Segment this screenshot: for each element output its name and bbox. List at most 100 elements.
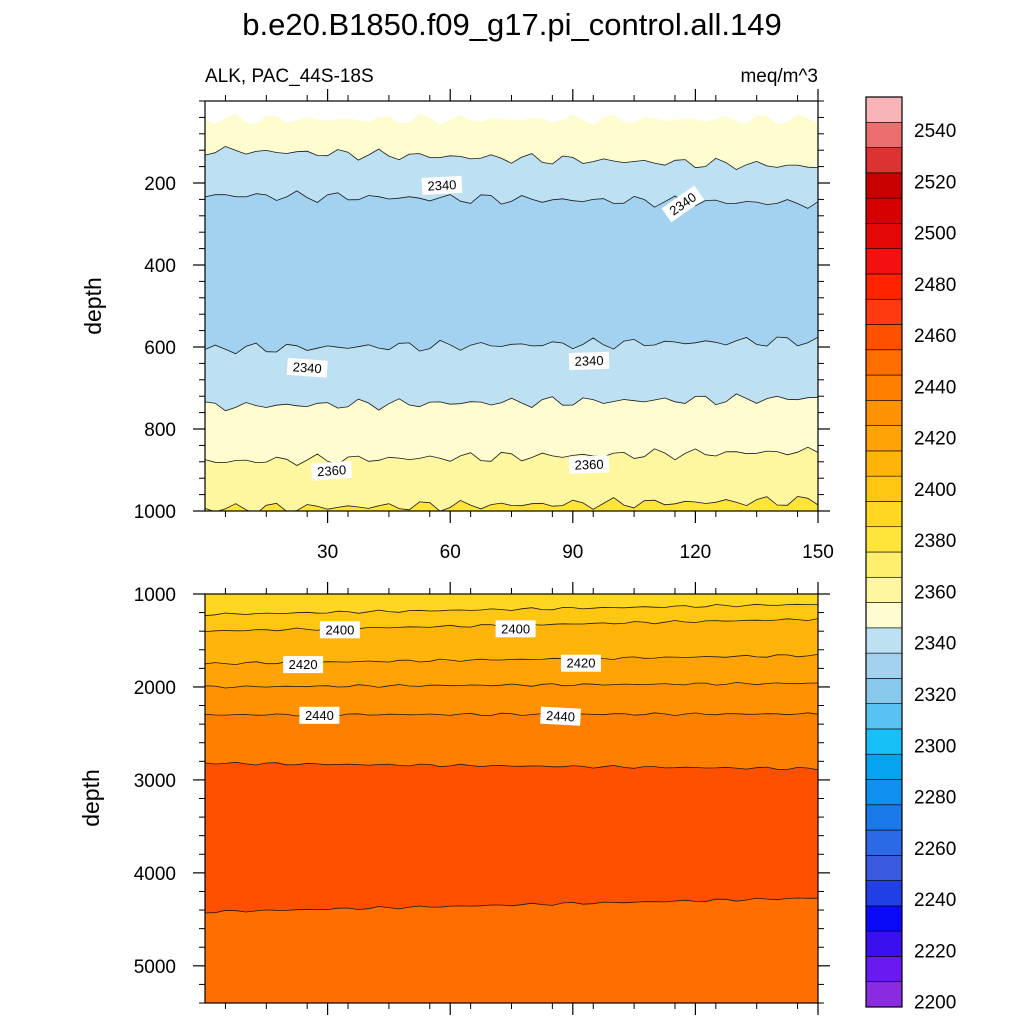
colorbar-swatch: [865, 728, 903, 755]
top-y-tick-label: 400: [144, 256, 176, 277]
top-contour-line-3: [205, 393, 818, 412]
bot-band-7: [205, 898, 818, 1003]
colorbar-label: 2280: [914, 788, 956, 809]
bot-contour-label-text-4: 2440: [305, 708, 334, 723]
top-contour-line-1: [205, 190, 818, 209]
bot-contour-line-6: [205, 897, 818, 914]
colorbar-label: 2340: [914, 634, 956, 655]
colorbar-swatch: [865, 121, 903, 148]
colorbar-swatch: [865, 627, 903, 654]
colorbar-swatch: [865, 349, 903, 376]
top-contour-line-4: [205, 446, 818, 466]
chart-subtitle-right: meq/m^3: [740, 66, 818, 87]
top-contour-label-4: 2360: [311, 460, 353, 481]
colorbar-label: 2440: [914, 377, 956, 398]
colorbar-swatch: [865, 981, 903, 1008]
colorbar-swatch: [865, 374, 903, 401]
bot-contour-label-text-2: 2420: [289, 657, 318, 672]
bot-contour-line-3: [205, 681, 818, 689]
colorbar-label: 2260: [914, 839, 956, 860]
colorbar-label: 2360: [914, 583, 956, 604]
colorbar-label: 2420: [914, 429, 956, 450]
top-x-tick-label: 90: [562, 542, 583, 563]
top-contour-line-5: [205, 495, 818, 511]
top-x-tick-label: 150: [802, 542, 834, 563]
lower-y-axis-title: depth: [78, 769, 104, 827]
bot-contour-label-3: 2420: [561, 654, 601, 672]
top-y-tick-label: 200: [144, 174, 176, 195]
bot-y-tick-label: 4000: [134, 864, 176, 885]
colorbar-label: 2300: [914, 736, 956, 757]
top-contour-label-0: 2340: [421, 175, 463, 195]
bot-contour-line-0: [205, 603, 818, 617]
colorbar-swatch: [865, 880, 903, 907]
top-contour-label-5: 2360: [568, 455, 610, 474]
top-contour-label-2: 2340: [286, 357, 328, 378]
bot-band-6: [205, 762, 818, 913]
colorbar-swatch: [865, 804, 903, 831]
colorbar-swatch: [865, 678, 903, 704]
colorbar-frame: [865, 96, 903, 1008]
colorbar-swatch: [865, 223, 903, 249]
colorbar-swatch: [865, 501, 903, 528]
bot-contour-label-0: 2400: [319, 621, 360, 639]
colorbar-swatch: [865, 551, 903, 578]
colorbar-label: 2200: [914, 993, 956, 1014]
colorbar-swatch: [865, 298, 903, 325]
top-contour-line-0: [205, 145, 818, 171]
colorbar-swatch: [865, 248, 903, 275]
colorbar-label: 2480: [914, 275, 956, 296]
colorbar-swatch: [865, 652, 903, 679]
lower-panel: 2400 2400 2420 2420 2440 2440 1000 2000 3000 400…: [78, 582, 830, 1015]
colorbar-label: 2460: [914, 326, 956, 347]
top-contour-label-text-0: 2340: [427, 177, 457, 193]
upper-y-axis-title: depth: [80, 277, 106, 335]
colorbar-label: 2220: [914, 941, 956, 962]
bot-contour-label-text-5: 2440: [546, 708, 576, 724]
colorbar-label: 2320: [914, 685, 956, 706]
bot-contour-label-1: 2400: [495, 620, 536, 638]
colorbar-swatch: [865, 197, 903, 224]
colorbar-swatch: [865, 425, 903, 452]
top-contour-label-text-2: 2340: [292, 359, 322, 376]
colorbar-swatch: [865, 400, 903, 426]
bot-contour-label-text-1: 2400: [501, 621, 530, 636]
bot-band-0: [205, 594, 818, 616]
top-x-tick-label: 30: [317, 542, 338, 563]
colorbar-swatch: [865, 324, 903, 351]
colorbar-swatch: [865, 96, 903, 123]
colorbar-swatch: [865, 475, 903, 502]
colorbar-swatch: [865, 753, 903, 780]
colorbar-swatch: [865, 450, 903, 477]
bot-contour-label-4: 2440: [299, 706, 340, 724]
top-contour-label-text-5: 2360: [574, 457, 603, 473]
bot-band-5: [205, 712, 818, 770]
bot-contour-line-5: [205, 761, 818, 771]
colorbar-swatch: [865, 779, 903, 806]
bot-contour-label-text-3: 2420: [567, 656, 596, 671]
bot-contour-label-text-0: 2400: [325, 622, 354, 637]
top-band-4: [205, 393, 818, 466]
top-x-tick-label: 60: [440, 542, 461, 563]
colorbar-label: 2400: [914, 480, 956, 501]
bot-y-tick-label: 3000: [134, 771, 176, 792]
colorbar-swatch: [865, 855, 903, 881]
colorbar-swatch: [865, 526, 903, 553]
top-band-0: [205, 114, 818, 170]
top-contour-line-2: [205, 336, 818, 355]
colorbar-swatch: [865, 602, 903, 629]
chart-title: b.e20.B1850.f09_g17.pi_control.all.149: [242, 7, 782, 42]
colorbar-swatch: [865, 930, 903, 957]
top-band-5: [205, 447, 818, 511]
colorbar-swatch: [865, 273, 903, 300]
top-band-3: [205, 337, 818, 411]
bot-y-tick-label: 5000: [134, 957, 176, 978]
colorbar: 2200 2220 2240 2260 2280 2300 2320 2340 2360 2380…: [865, 96, 956, 1014]
bot-contour-label-5: 2440: [540, 706, 581, 726]
colorbar-label: 2540: [914, 121, 956, 142]
chart-subtitle-left: ALK, PAC_44S-18S: [205, 66, 374, 87]
colorbar-swatch: [865, 703, 903, 730]
colorbar-label: 2500: [914, 224, 956, 245]
